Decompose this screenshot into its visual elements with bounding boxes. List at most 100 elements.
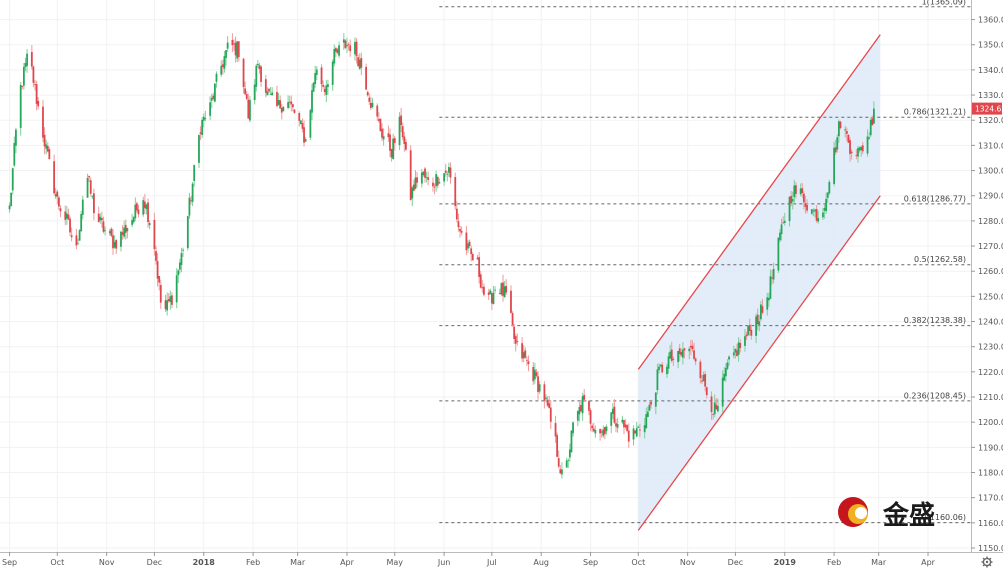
candle-body	[405, 142, 407, 150]
candle-body	[873, 108, 875, 124]
candle-body	[514, 336, 517, 344]
y-tick-label: 1290.00	[978, 192, 1003, 201]
candle-body	[331, 61, 334, 85]
candle-body	[299, 120, 302, 124]
candle-body	[871, 118, 874, 126]
fib-level-label: 0.236(1208.45)	[904, 391, 966, 400]
candle-body	[795, 185, 797, 194]
candle-body	[632, 428, 635, 440]
candle-body	[193, 165, 196, 181]
candle-body	[75, 235, 78, 246]
candle-body	[145, 204, 148, 210]
candle-body	[258, 65, 261, 70]
y-tick-label: 1200.00	[978, 418, 1003, 427]
candle-body	[669, 351, 672, 359]
candle-body	[45, 144, 48, 149]
candle-body	[868, 137, 871, 139]
candle-body	[615, 423, 617, 427]
candle-body	[357, 57, 360, 66]
fib-level-label: 0.618(1286.77)	[904, 194, 966, 203]
candle-body	[10, 192, 13, 207]
candle-body	[732, 352, 735, 356]
x-tick-label: Feb	[246, 558, 260, 567]
channel-fill	[638, 34, 881, 531]
candle-body	[444, 170, 447, 173]
candle-body	[226, 42, 229, 49]
candle-body	[86, 178, 89, 198]
candle-body	[135, 203, 138, 211]
candle-body	[613, 406, 616, 423]
candle-body	[712, 414, 715, 415]
candle-body	[627, 430, 630, 442]
candle-body	[382, 136, 385, 140]
candle-body	[158, 276, 161, 283]
candle-body	[505, 285, 508, 293]
candle-body	[256, 63, 259, 66]
candle-body	[635, 428, 638, 437]
candle-body	[521, 343, 524, 359]
candle-body	[293, 109, 296, 113]
candle-body	[610, 412, 613, 426]
y-tick-label: 1330.00	[978, 91, 1003, 100]
candle-body	[210, 98, 213, 101]
candle-body	[70, 235, 73, 238]
candle-body	[88, 175, 91, 178]
candle-body	[336, 49, 339, 53]
candle-body	[220, 65, 223, 75]
candle-body	[736, 350, 738, 357]
candle-body	[237, 41, 240, 58]
settings-gear-icon[interactable]	[981, 556, 993, 568]
candle-body	[828, 181, 831, 194]
candle-body	[115, 239, 118, 249]
x-tick-label: Jul	[486, 558, 497, 567]
candle-body	[747, 326, 750, 336]
channel-band	[638, 34, 881, 531]
candle-body	[858, 147, 861, 151]
candle-body	[126, 227, 129, 232]
candle-body	[802, 193, 805, 203]
candle-body	[849, 140, 851, 154]
candle-body	[48, 149, 51, 160]
candle-body	[782, 222, 785, 224]
candle-body	[81, 199, 84, 215]
candle-body	[166, 300, 169, 311]
x-tick-label: Sep	[2, 558, 17, 567]
candle-body	[513, 326, 516, 339]
candle-body	[99, 216, 102, 221]
candle-body	[112, 235, 114, 249]
candle-body	[223, 56, 226, 69]
candle-body	[715, 404, 718, 410]
candle-body	[400, 115, 403, 126]
candle-body	[322, 84, 325, 87]
candle-body	[143, 201, 146, 209]
candle-body	[377, 119, 380, 121]
candle-body	[279, 100, 282, 109]
candle-body	[847, 134, 850, 143]
candle-body	[414, 177, 417, 189]
candle-body	[822, 212, 824, 218]
candle-body	[476, 257, 479, 260]
y-tick-label: 1270.00	[978, 242, 1003, 251]
candle-body	[8, 205, 11, 210]
candle-body	[672, 358, 675, 360]
x-tick-label: Mar	[290, 558, 306, 567]
candle-body	[836, 137, 839, 150]
y-tick-label: 1160.00	[978, 519, 1003, 528]
candle-body	[234, 42, 237, 56]
y-tick-label: 1190.00	[978, 443, 1003, 452]
y-tick-label: 1300.00	[978, 167, 1003, 176]
candle-body	[801, 188, 804, 194]
candle-body	[670, 349, 673, 361]
candle-body	[209, 102, 212, 116]
candle-body	[691, 345, 694, 350]
candle-body	[327, 84, 329, 88]
x-tick-label: Mar	[871, 558, 887, 567]
candle-body	[701, 380, 703, 382]
candle-body	[756, 314, 759, 325]
x-tick-label: Aug	[533, 558, 549, 567]
candle-body	[21, 86, 24, 87]
candle-body	[788, 196, 791, 222]
candle-body	[276, 92, 278, 107]
candle-body	[34, 83, 36, 85]
